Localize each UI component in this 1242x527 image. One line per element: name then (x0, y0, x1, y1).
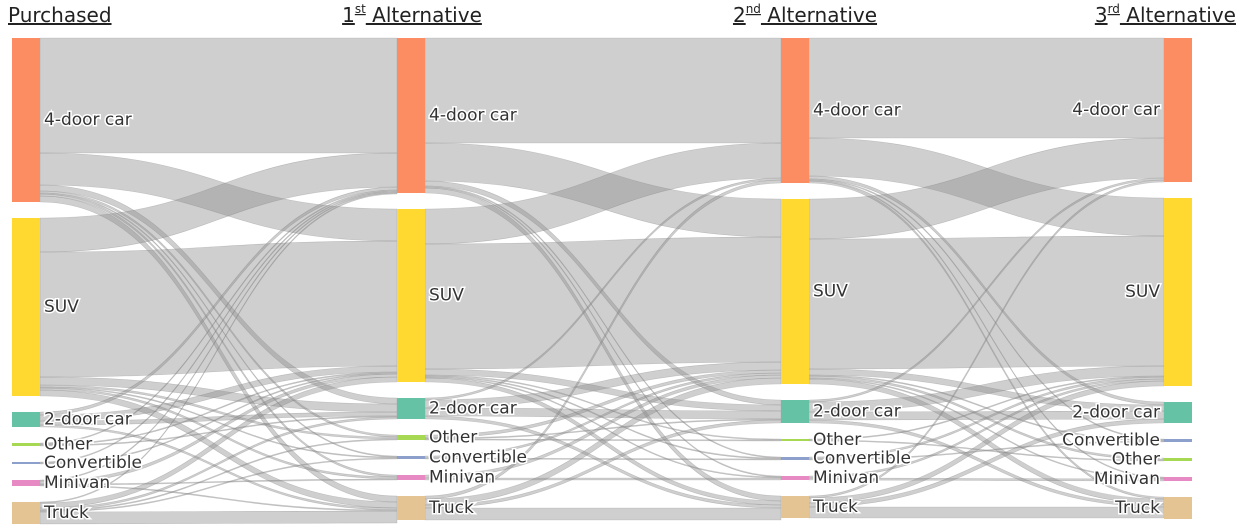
column-title: 3rd Alternative (1095, 2, 1236, 27)
title-part: rd (1108, 2, 1120, 16)
title-part: 2 (733, 3, 746, 27)
node (397, 456, 425, 459)
node-label: Minivan (1094, 469, 1160, 489)
node (781, 38, 809, 183)
link (39, 240, 398, 378)
node (781, 439, 809, 441)
node (781, 496, 809, 518)
node-label: Convertible (813, 449, 911, 469)
node-label: 2-door car (429, 399, 517, 419)
node-label: SUV (44, 297, 79, 317)
node (12, 412, 40, 427)
node (397, 435, 425, 440)
column-title: Purchased (8, 3, 112, 27)
node (1164, 477, 1192, 481)
node-label: 2-door car (813, 402, 901, 422)
node (397, 38, 425, 193)
title-part: Purchased (8, 3, 112, 27)
node-label: Convertible (1062, 431, 1160, 451)
title-part: Alternative (366, 3, 482, 27)
node (12, 218, 40, 396)
node (397, 209, 425, 382)
node-label: Minivan (44, 473, 110, 493)
node-label: Minivan (813, 468, 879, 488)
title-part: nd (746, 2, 761, 16)
node (781, 476, 809, 480)
node-label: SUV (1125, 282, 1160, 302)
node-label: Other (1112, 450, 1160, 470)
column-title: 2nd Alternative (733, 2, 877, 27)
link (808, 506, 1165, 519)
node-label: Truck (1114, 498, 1160, 518)
title-part: Alternative (761, 3, 877, 27)
link (424, 37, 782, 144)
node (12, 502, 40, 524)
node (397, 398, 425, 419)
links (39, 37, 1165, 525)
node (781, 400, 809, 423)
node (781, 457, 809, 460)
link (39, 37, 398, 154)
node-label: 4-door car (44, 110, 132, 130)
node (12, 443, 40, 446)
node-label: Truck (428, 498, 474, 518)
node (781, 199, 809, 384)
link (424, 507, 782, 521)
title-part: 3 (1095, 3, 1108, 27)
node (12, 480, 40, 486)
column-title: 1st Alternative (342, 2, 482, 27)
link (808, 235, 1165, 370)
node (1164, 198, 1192, 386)
title-part: 1 (342, 3, 355, 27)
title-part: st (355, 2, 366, 16)
node-label: Other (44, 435, 92, 455)
node-label: Minivan (429, 468, 495, 488)
node-label: Convertible (429, 448, 527, 468)
node (1164, 38, 1192, 182)
link (424, 236, 782, 370)
node-label: Convertible (44, 453, 142, 473)
link (39, 192, 398, 504)
node (1164, 439, 1192, 442)
node-label: SUV (429, 286, 464, 306)
node-label: 4-door car (1072, 100, 1160, 120)
node-label: Other (429, 428, 477, 448)
node-label: SUV (813, 282, 848, 302)
node (397, 496, 425, 520)
node (397, 475, 425, 480)
node-label: 4-door car (813, 101, 901, 121)
node-label: Other (813, 430, 861, 450)
node (1164, 458, 1192, 461)
node-label: 4-door car (429, 106, 517, 126)
title-part: Alternative (1120, 3, 1236, 27)
node (12, 462, 40, 464)
node (12, 38, 40, 202)
node-label: Truck (812, 497, 858, 517)
node-label: 2-door car (44, 410, 132, 430)
node-label: 2-door car (1072, 403, 1160, 423)
node-label: Truck (43, 503, 89, 523)
node (1164, 402, 1192, 423)
link (808, 37, 1165, 139)
node (1164, 497, 1192, 519)
link (39, 510, 398, 525)
